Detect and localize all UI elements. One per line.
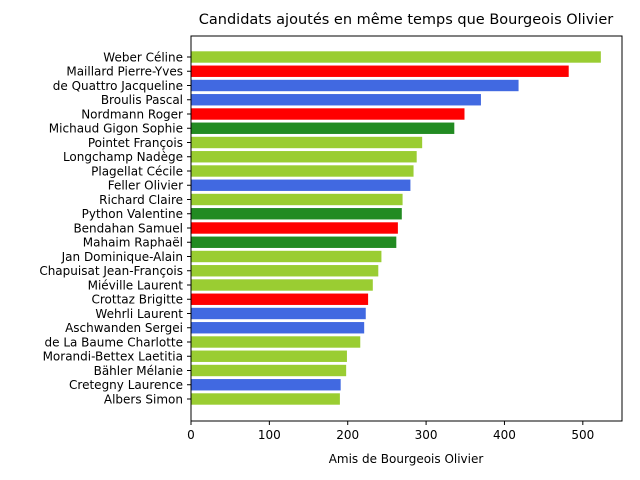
axes-frame xyxy=(190,35,623,422)
bar xyxy=(191,165,414,177)
axes-spines xyxy=(190,35,623,422)
y-tick-label: Maillard Pierre-Yves xyxy=(66,65,183,79)
y-tick-label: Plagellat Cécile xyxy=(91,164,183,178)
chart-title: Candidats ajoutés en même temps que Bour… xyxy=(199,12,613,28)
bar xyxy=(191,51,601,63)
bar xyxy=(191,179,411,191)
y-tick-label: Broulis Pascal xyxy=(101,93,183,107)
bar xyxy=(191,265,379,277)
bar xyxy=(191,364,347,377)
x-tick-label: 500 xyxy=(571,428,594,442)
bar xyxy=(191,222,398,234)
x-axis-label: Amis de Bourgeois Olivier xyxy=(329,452,484,466)
y-tick-label: Chapuisat Jean-François xyxy=(39,264,183,278)
y-tick-label: Python Valentine xyxy=(82,207,183,221)
bar xyxy=(191,122,455,134)
bar xyxy=(191,379,341,391)
y-tick-label: Mahaim Raphaël xyxy=(83,236,183,250)
bar xyxy=(191,136,423,149)
bar xyxy=(191,236,397,248)
bar xyxy=(191,279,373,291)
y-tick-label: Cretegny Laurence xyxy=(69,378,183,392)
x-tick-label: 200 xyxy=(336,428,359,442)
bar xyxy=(191,336,361,348)
bar xyxy=(191,193,403,206)
x-ticks: 0 100 200 300 400 500 xyxy=(187,421,594,442)
bar xyxy=(191,94,481,106)
bar xyxy=(191,108,465,120)
y-tick-label: Albers Simon xyxy=(104,392,183,406)
y-tick-label: Michaud Gigon Sophie xyxy=(49,122,183,136)
x-tick-label: 0 xyxy=(187,428,195,442)
y-tick-label: Bähler Mélanie xyxy=(94,364,183,378)
y-tick-label: Jan Dominique-Alain xyxy=(61,250,183,264)
bar xyxy=(191,393,340,405)
y-tick-label: Miéville Laurent xyxy=(88,278,184,292)
y-tick-label: Aschwanden Sergei xyxy=(65,321,183,335)
y-tick-label: Richard Claire xyxy=(99,193,183,207)
y-tick-label: Weber Céline xyxy=(103,50,183,64)
y-tick-label: de Quattro Jacqueline xyxy=(53,79,183,93)
y-tick-label: de La Baume Charlotte xyxy=(45,335,184,349)
bar xyxy=(191,65,569,77)
y-tick-label: Longchamp Nadège xyxy=(63,150,183,164)
bar xyxy=(191,208,402,220)
y-tick-label: Crottaz Brigitte xyxy=(91,293,183,307)
bar xyxy=(191,350,347,362)
bar xyxy=(191,151,417,163)
x-tick-label: 400 xyxy=(493,428,516,442)
bar xyxy=(191,307,366,320)
bar xyxy=(191,293,369,305)
bar xyxy=(191,322,365,334)
y-tick-label: Pointet François xyxy=(88,136,183,150)
y-tick-label: Wehrli Laurent xyxy=(95,307,183,321)
y-tick-label: Morandi-Bettex Laetitia xyxy=(43,350,183,364)
y-tick-label: Bendahan Samuel xyxy=(73,221,183,235)
bar xyxy=(191,250,382,263)
y-tick-label: Feller Olivier xyxy=(108,179,183,193)
y-tick-label: Nordmann Roger xyxy=(81,107,183,121)
x-tick-label: 100 xyxy=(258,428,281,442)
x-tick-label: 300 xyxy=(415,428,438,442)
bar xyxy=(191,79,519,92)
bars-group xyxy=(191,51,601,405)
